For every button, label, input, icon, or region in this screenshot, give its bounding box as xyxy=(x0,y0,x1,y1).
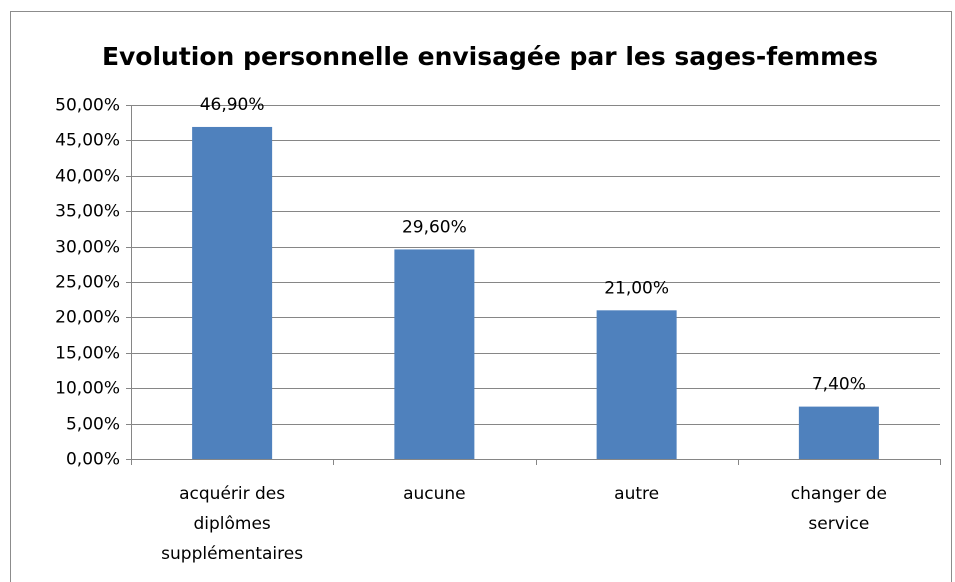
chart-title: Evolution personnelle envisagée par les … xyxy=(102,42,878,71)
data-label: 29,60% xyxy=(402,217,467,237)
y-tick-label: 45,00% xyxy=(55,131,120,151)
data-label: 46,90% xyxy=(200,95,265,115)
data-label: 7,40% xyxy=(812,375,866,395)
bar xyxy=(192,126,273,459)
y-tick-label: 40,00% xyxy=(55,167,120,187)
bar xyxy=(596,310,677,459)
bar xyxy=(798,406,879,459)
y-tick-label: 0,00% xyxy=(66,450,120,470)
y-tick-label: 20,00% xyxy=(55,308,120,328)
x-tick-label: aucune xyxy=(403,484,466,504)
y-tick-label: 30,00% xyxy=(55,238,120,258)
y-tick-label: 5,00% xyxy=(66,415,120,435)
chart-frame xyxy=(10,11,952,582)
x-tick-label: acquérir des diplômes supplémentaires xyxy=(161,484,303,564)
x-tick-label: autre xyxy=(614,484,659,504)
y-tick-label: 10,00% xyxy=(55,379,120,399)
y-tick-label: 35,00% xyxy=(55,202,120,222)
y-tick-label: 15,00% xyxy=(55,344,120,364)
x-tick-label: changer de service xyxy=(791,484,887,534)
y-tick-label: 25,00% xyxy=(55,273,120,293)
data-label: 21,00% xyxy=(604,278,669,298)
y-tick-label: 50,00% xyxy=(55,96,120,116)
bar xyxy=(394,249,475,459)
